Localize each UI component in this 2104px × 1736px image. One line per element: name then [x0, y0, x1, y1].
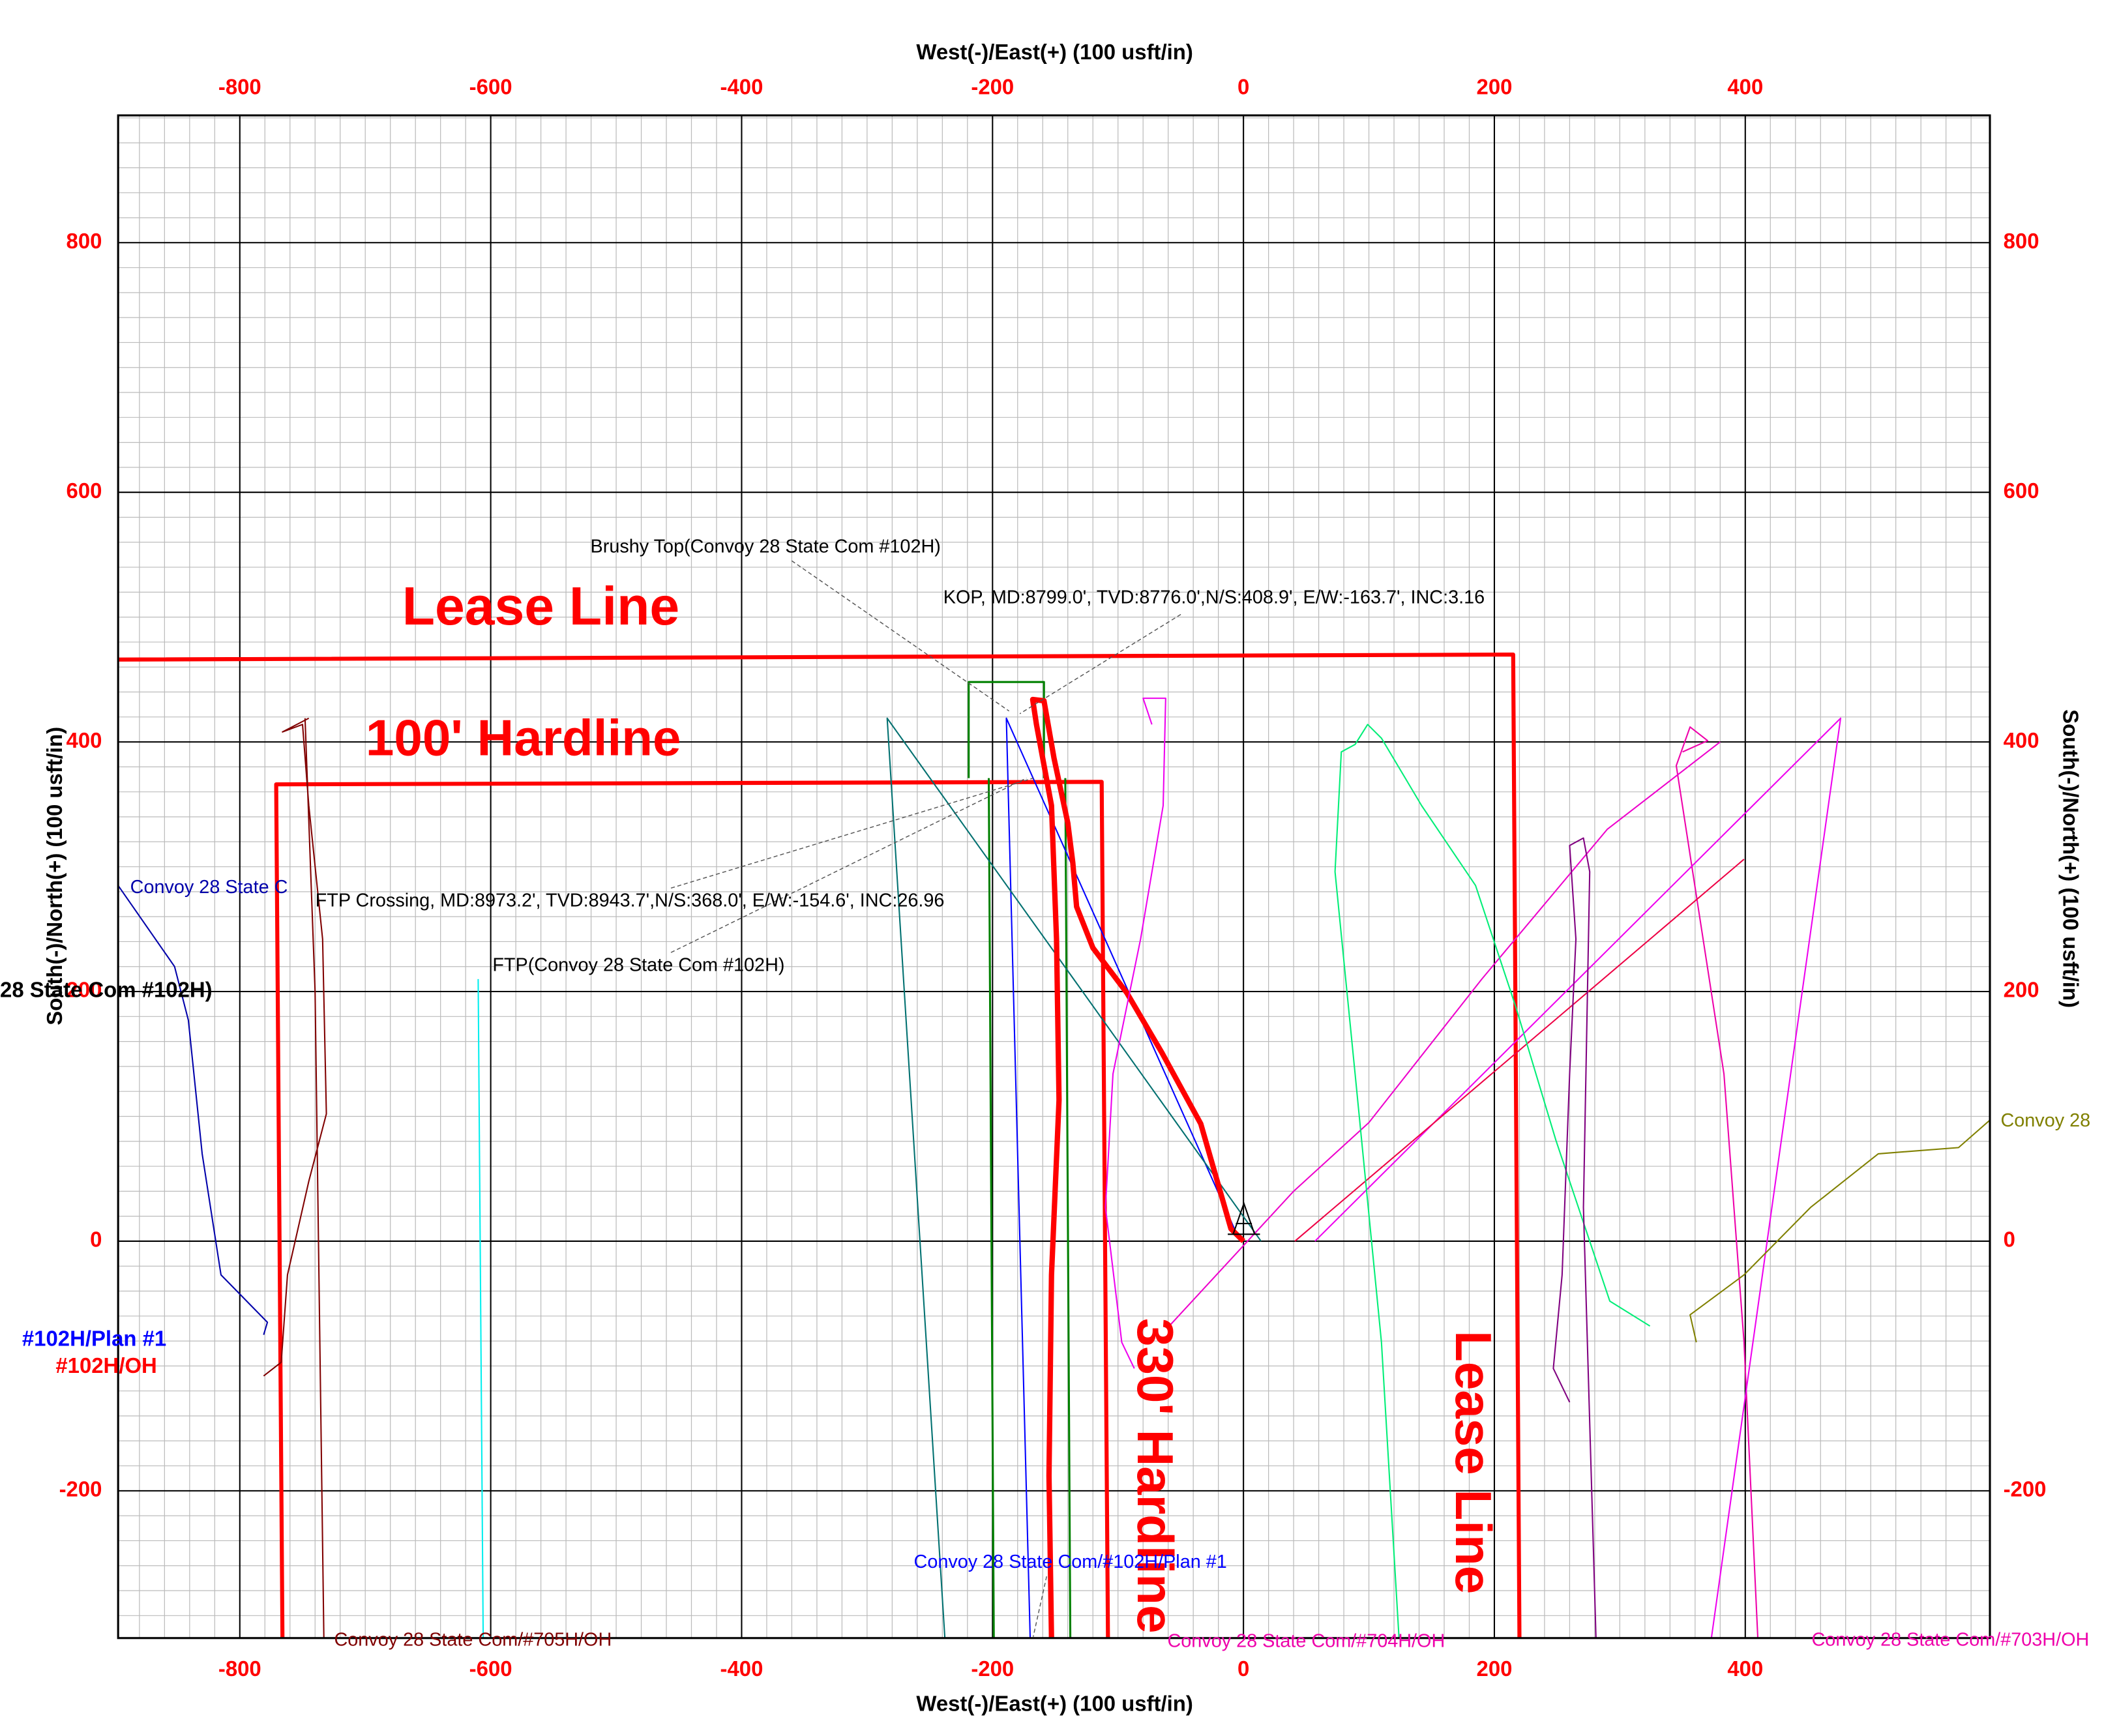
well-path: [477, 978, 484, 1638]
annotation: 330' Hardline: [1127, 1318, 1184, 1634]
y-tick-label: 0: [90, 1228, 102, 1252]
well-path: [1030, 696, 1246, 1638]
well-path: [886, 717, 1262, 1638]
x-tick-label: 200: [1477, 75, 1513, 99]
leader-lines: [670, 560, 1181, 1637]
well-path: [1334, 724, 1651, 1638]
y-tick-label: 600: [67, 478, 102, 503]
well-path: [263, 717, 327, 1638]
annotation: #102H/Plan #1: [22, 1327, 166, 1351]
labels: West(-)/East(+) (100 usft/in) West(-)/Ea…: [0, 40, 2090, 1715]
annotation: Convoy 28: [2000, 1110, 2090, 1131]
series-group: [118, 652, 1991, 1638]
y-tick-label: 0: [2004, 1228, 2015, 1252]
well-path: [968, 681, 1072, 1638]
x-tick-label: 0: [1237, 75, 1249, 99]
annotation: 28 State Com #102H): [0, 978, 213, 1002]
annotation: Lease Line: [1445, 1331, 1502, 1594]
y-tick-label: -200: [2004, 1477, 2047, 1501]
rig-symbol: [1228, 1201, 1260, 1235]
y-tick-label: 200: [67, 978, 102, 1002]
y-tick-label: 400: [67, 728, 102, 752]
x-tick-label: 0: [1237, 1656, 1249, 1681]
x-tick-label: -400: [720, 1656, 763, 1681]
y-tick-label: 600: [2004, 478, 2039, 503]
x-tick-label: -400: [720, 75, 763, 99]
y-tick-label: -200: [59, 1477, 102, 1501]
well-path: [1675, 726, 1759, 1638]
well-path: [274, 780, 1110, 1638]
x-tick-label: -200: [971, 1656, 1014, 1681]
annotation: FTP(Convoy 28 State Com #102H): [492, 954, 784, 975]
well-path: [1294, 859, 1745, 1242]
well-path: [1005, 717, 1238, 1638]
well-path: [1689, 1119, 1991, 1343]
well-path: [118, 885, 269, 1335]
annotation: Convoy 28 State C: [130, 877, 288, 898]
x-axis-title: West(-)/East(+) (100 usft/in): [916, 40, 1193, 64]
leader-line: [670, 777, 1027, 953]
leader-line: [1019, 613, 1181, 714]
x-tick-label: -800: [218, 75, 261, 99]
well-path: [1552, 837, 1597, 1638]
x-tick-label: -600: [469, 75, 512, 99]
leader-line: [1032, 1576, 1047, 1637]
annotation: KOP, MD:8799.0', TVD:8776.0',N/S:408.9',…: [943, 587, 1485, 608]
y-tick-label: 200: [2004, 978, 2039, 1002]
well-path: [1104, 698, 1166, 1369]
annotation: #102H/OH: [55, 1353, 156, 1377]
annotation: Convoy 28 State Com/#705H/OH: [334, 1629, 612, 1650]
grid: [118, 115, 1991, 1638]
x-tick-label: 400: [1727, 75, 1763, 99]
annotation: Convoy 28 State Com/#704H/OH: [1167, 1631, 1445, 1652]
y-tick-label: 800: [67, 229, 102, 253]
leader-line: [670, 777, 1033, 889]
x-tick-label: -600: [469, 1656, 512, 1681]
leader-line: [791, 560, 1010, 712]
rig-symbol: [1228, 1201, 1260, 1235]
y-axis-title: South(-)/North(+) (100 usft/in): [42, 727, 67, 1025]
well-path: [1166, 741, 1721, 1329]
plot-frame: [117, 114, 1991, 1640]
annotation: Convoy 28 State Com/#703H/OH: [1812, 1629, 2090, 1650]
well-path: [118, 652, 1522, 1638]
annotation: Brushy Top(Convoy 28 State Com #102H): [591, 536, 941, 557]
x-tick-label: 200: [1477, 1656, 1513, 1681]
well-path: [1314, 717, 1842, 1638]
annotation: Lease Line: [402, 576, 679, 636]
annotation: 100' Hardline: [366, 709, 681, 767]
x-tick-label: 400: [1727, 1656, 1763, 1681]
y-tick-label: 800: [2004, 229, 2039, 253]
x-tick-label: -200: [971, 75, 1014, 99]
annotation: Convoy 28 State Com/#102H/Plan #1: [914, 1552, 1227, 1572]
x-tick-label: -800: [218, 1656, 261, 1681]
annotation: FTP Crossing, MD:8973.2', TVD:8943.7',N/…: [316, 890, 945, 911]
x-axis-title: West(-)/East(+) (100 usft/in): [916, 1691, 1193, 1715]
y-axis-title: South(-)/North(+) (100 usft/in): [2059, 709, 2083, 1008]
y-tick-label: 400: [2004, 728, 2039, 752]
